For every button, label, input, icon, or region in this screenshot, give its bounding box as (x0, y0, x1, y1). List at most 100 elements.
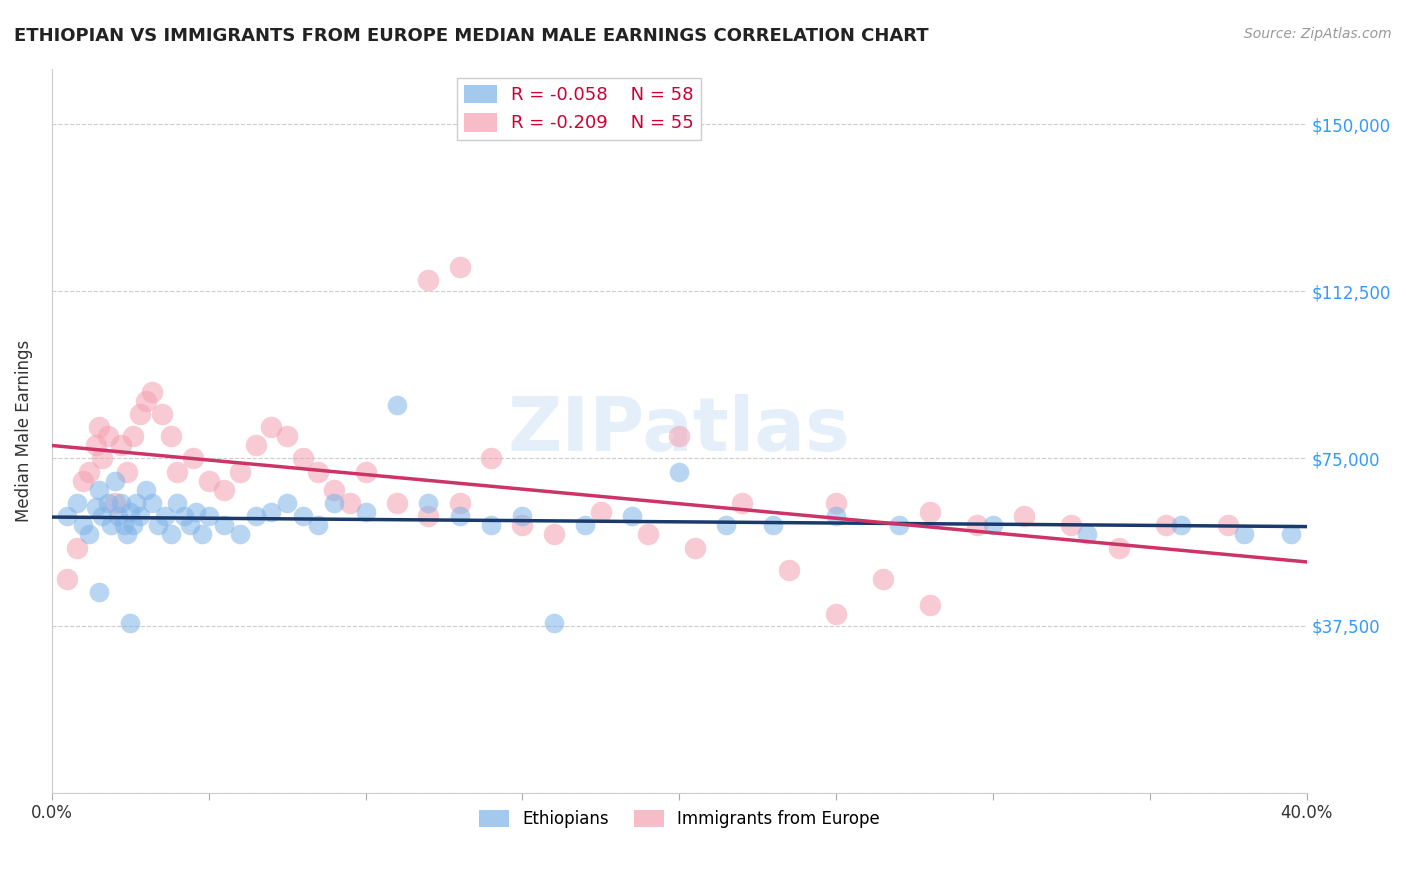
Y-axis label: Median Male Earnings: Median Male Earnings (15, 340, 32, 522)
Point (103, 496, 125, 510)
Point (84, 438, 107, 452)
Point (191, 527, 214, 541)
Point (141, 496, 163, 510)
Point (339, 496, 361, 510)
Point (128, 509, 150, 524)
Point (97, 429, 120, 443)
Point (1218, 518, 1240, 533)
Point (115, 465, 138, 479)
Point (512, 509, 534, 524)
Point (173, 509, 195, 524)
Point (543, 616, 565, 631)
Point (307, 518, 329, 533)
Point (683, 541, 706, 555)
Point (887, 518, 910, 533)
Point (418, 496, 440, 510)
Point (668, 429, 690, 443)
Point (197, 474, 219, 488)
Point (107, 509, 129, 524)
Point (91, 509, 114, 524)
Point (72, 474, 94, 488)
Point (184, 505, 207, 519)
Point (778, 563, 800, 577)
Point (762, 518, 785, 533)
Point (229, 527, 252, 541)
Point (115, 527, 138, 541)
Point (449, 509, 471, 524)
Point (354, 505, 377, 519)
Point (150, 407, 173, 421)
Point (56, 572, 79, 586)
Point (260, 420, 283, 434)
Point (141, 384, 163, 399)
Point (120, 616, 142, 631)
Point (166, 496, 188, 510)
Point (110, 496, 132, 510)
Point (276, 429, 298, 443)
Point (291, 509, 314, 524)
Point (307, 465, 329, 479)
Point (920, 505, 942, 519)
Text: Source: ZipAtlas.com: Source: ZipAtlas.com (1244, 27, 1392, 41)
Point (245, 509, 267, 524)
Point (197, 509, 219, 524)
Point (135, 483, 157, 497)
Point (1076, 527, 1098, 541)
Point (574, 518, 596, 533)
Point (260, 505, 283, 519)
Point (179, 518, 201, 533)
Point (56, 509, 79, 524)
Point (120, 505, 142, 519)
Point (153, 509, 176, 524)
Point (181, 451, 204, 466)
Point (87, 420, 110, 434)
Point (166, 465, 188, 479)
Point (87, 585, 110, 599)
Point (110, 438, 132, 452)
Point (103, 474, 125, 488)
Point (323, 483, 346, 497)
Point (449, 496, 471, 510)
Point (84, 500, 107, 515)
Point (148, 518, 170, 533)
Point (91, 451, 114, 466)
Point (1108, 541, 1130, 555)
Point (128, 407, 150, 421)
Point (160, 527, 183, 541)
Point (214, 518, 236, 533)
Point (135, 393, 157, 408)
Point (668, 465, 690, 479)
Point (449, 260, 471, 274)
Point (276, 496, 298, 510)
Point (66, 496, 89, 510)
Point (1014, 509, 1036, 524)
Point (418, 509, 440, 524)
Point (479, 451, 502, 466)
Point (291, 451, 314, 466)
Point (122, 518, 145, 533)
Point (122, 429, 145, 443)
Point (825, 496, 848, 510)
Point (160, 429, 183, 443)
Point (245, 438, 267, 452)
Point (214, 483, 236, 497)
Point (920, 599, 942, 613)
Point (229, 465, 252, 479)
Point (79, 527, 101, 541)
Point (385, 398, 408, 412)
Point (1060, 518, 1083, 533)
Point (1279, 527, 1302, 541)
Legend: Ethiopians, Immigrants from Europe: Ethiopians, Immigrants from Europe (472, 804, 886, 835)
Point (825, 509, 848, 524)
Point (872, 572, 894, 586)
Point (981, 518, 1004, 533)
Point (100, 518, 122, 533)
Point (354, 465, 377, 479)
Point (418, 273, 440, 287)
Point (66, 541, 89, 555)
Point (97, 496, 120, 510)
Point (479, 518, 502, 533)
Text: ZIPatlas: ZIPatlas (508, 394, 851, 467)
Point (825, 607, 848, 622)
Point (1233, 527, 1256, 541)
